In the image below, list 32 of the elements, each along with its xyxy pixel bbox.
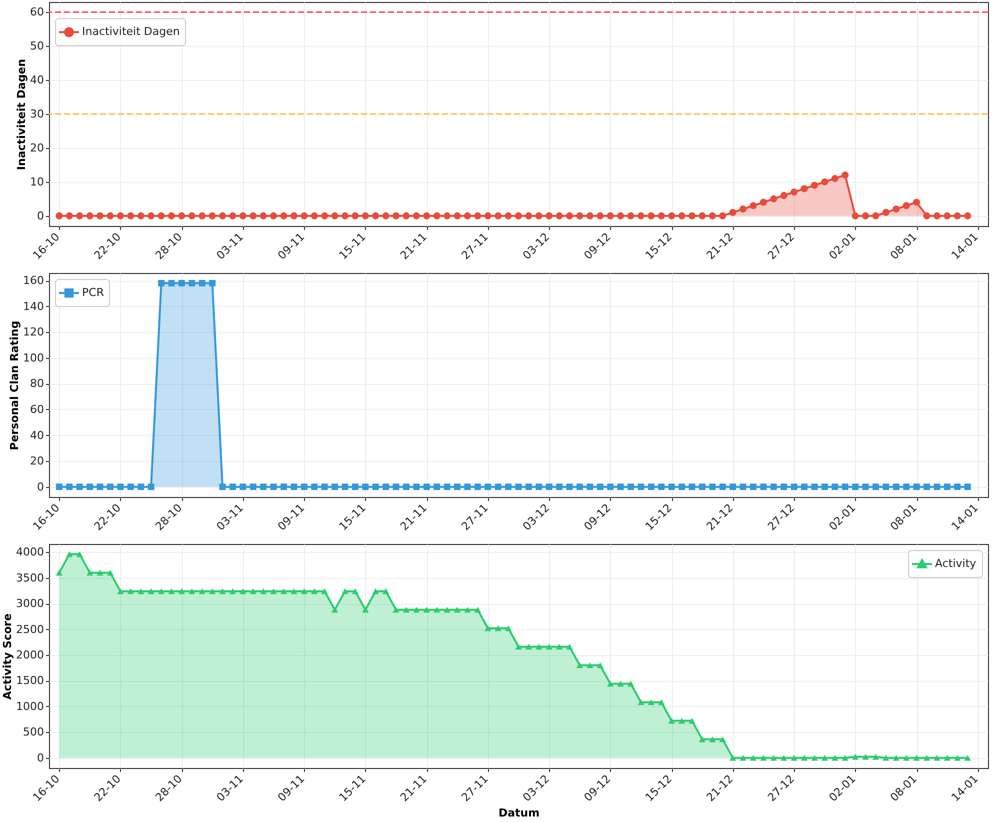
y-tick-label: 100: [23, 351, 44, 364]
y-tick-label: 40: [30, 428, 44, 442]
y-tick-label: 2000: [16, 648, 44, 662]
y-axis-title: Inactiviteit Dagen: [15, 58, 28, 170]
x-axis-title: Datum: [498, 806, 540, 820]
y-tick-label: 20: [30, 454, 44, 468]
y-tick-label: 0: [37, 751, 44, 764]
y-tick-label: 1500: [16, 674, 44, 688]
y-tick-label: 1000: [16, 700, 44, 713]
y-tick-label: 20: [30, 141, 44, 154]
y-tick-label: 0: [37, 209, 44, 222]
y-tick-label: 40: [30, 74, 44, 87]
y-tick-label: 3000: [16, 597, 44, 610]
y-tick-label: 160: [23, 274, 44, 288]
y-axis-title: Personal Clan Rating: [8, 320, 22, 450]
y-tick-label: 140: [23, 300, 44, 313]
y-tick-label: 500: [23, 726, 44, 739]
y-axis-title: Activity Score: [1, 613, 14, 700]
y-tick-label: 50: [30, 40, 44, 53]
y-tick-label: 120: [23, 326, 44, 339]
legend-label: Inactiviteit Dagen: [82, 25, 180, 38]
y-tick-label: 80: [30, 377, 44, 390]
legend-label: Activity: [935, 557, 977, 570]
y-tick-label: 10: [30, 175, 44, 188]
y-tick-label: 2500: [16, 622, 44, 636]
legend-label: PCR: [82, 286, 104, 299]
y-tick-label: 4000: [16, 546, 44, 559]
y-tick-label: 30: [30, 108, 44, 120]
y-tick-label: 3500: [16, 571, 44, 584]
y-tick-label: 60: [30, 402, 44, 416]
y-tick-label: 0: [37, 480, 44, 494]
y-tick-label: 60: [30, 6, 44, 19]
